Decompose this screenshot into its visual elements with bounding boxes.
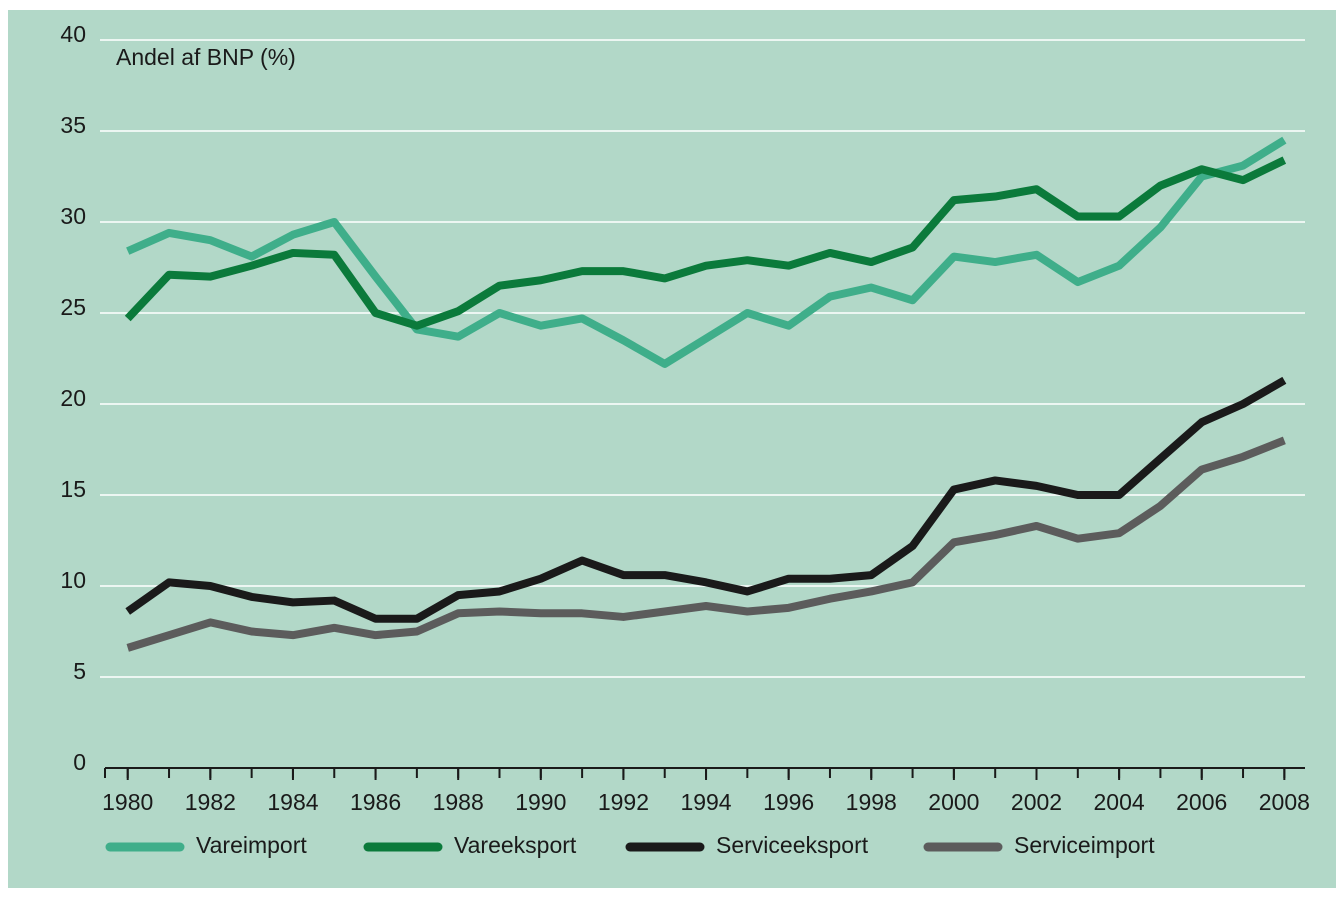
x-tick-label: 2002 (1011, 789, 1062, 815)
x-tick-label: 1992 (598, 789, 649, 815)
x-tick-label: 2006 (1176, 789, 1227, 815)
x-tick-label: 1980 (102, 789, 153, 815)
x-tick-label: 1988 (433, 789, 484, 815)
x-tick-label: 1994 (680, 789, 731, 815)
legend-label: Vareeksport (454, 832, 577, 858)
y-axis-label: Andel af BNP (%) (116, 44, 296, 70)
x-tick-label: 1984 (267, 789, 318, 815)
series-line (125, 376, 1287, 623)
x-tick-label: 1996 (763, 789, 814, 815)
legend-label: Serviceeksport (716, 832, 869, 858)
y-tick-label: 25 (60, 294, 86, 320)
y-tick-label: 10 (60, 567, 86, 593)
series-line (124, 156, 1287, 330)
x-tick-label: 2004 (1094, 789, 1145, 815)
x-tick-label: 1990 (515, 789, 566, 815)
y-tick-label: 40 (60, 21, 86, 47)
y-tick-label: 5 (73, 658, 86, 684)
x-tick-label: 1982 (185, 789, 236, 815)
y-tick-label: 20 (60, 385, 86, 411)
x-tick-label: 1998 (846, 789, 897, 815)
legend-label: Serviceimport (1014, 832, 1155, 858)
y-tick-label: 30 (60, 203, 86, 229)
y-tick-label: 0 (73, 749, 86, 775)
legend-label: Vareimport (196, 832, 307, 858)
chart-background (8, 10, 1336, 888)
series-line (126, 136, 1287, 368)
y-tick-label: 35 (60, 112, 86, 138)
x-tick-label: 1986 (350, 789, 401, 815)
x-tick-label: 2008 (1259, 789, 1310, 815)
y-tick-label: 15 (60, 476, 86, 502)
x-tick-label: 2000 (928, 789, 979, 815)
series-line (126, 436, 1286, 652)
